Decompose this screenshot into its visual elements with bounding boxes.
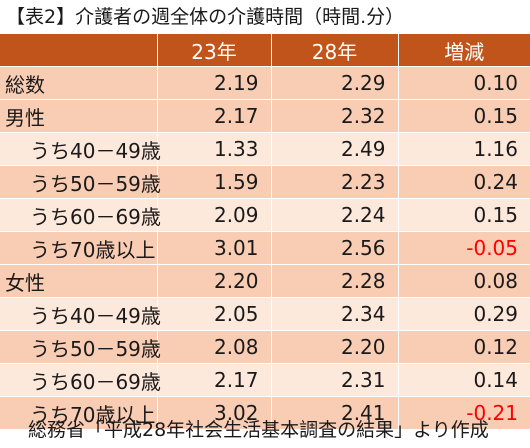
cell-2016: 2.34 <box>271 297 399 331</box>
cell-change-negative: -0.05 <box>398 231 530 265</box>
cell-change: 0.15 <box>398 198 530 232</box>
cell-2016: 2.32 <box>271 99 399 133</box>
cell-2011: 2.08 <box>157 330 272 364</box>
cell-change: 1.16 <box>398 132 530 166</box>
cell-change: 0.24 <box>398 165 530 199</box>
table-row: うち70歳以上 3.01 2.56 -0.05 <box>0 231 530 265</box>
table-row: うち50－59歳 2.08 2.20 0.12 <box>0 330 530 364</box>
cell-2016: 2.20 <box>271 330 399 364</box>
header-cell-blank <box>0 34 158 67</box>
table-row: うち70歳以上 3.02 2.41 -0.21 <box>0 396 530 429</box>
table-row: うち60－69歳 2.09 2.24 0.15 <box>0 198 530 232</box>
cell-2011: 2.09 <box>157 198 272 232</box>
cell-2016: 2.56 <box>271 231 399 265</box>
row-label: うち50－59歳 <box>0 165 161 199</box>
table-row: 女性 2.20 2.28 0.08 <box>0 264 530 298</box>
source-note: 総務省「平成28年社会生活基本調査の結果」より作成 <box>28 419 489 441</box>
cell-change: 0.29 <box>398 297 530 331</box>
cell-2011: 2.05 <box>157 297 272 331</box>
cell-change: 0.08 <box>398 264 530 298</box>
table-row: 男性 2.17 2.32 0.15 <box>0 99 530 133</box>
header-row: 23年 28年 増減 <box>0 34 530 67</box>
row-label: うち60－69歳 <box>0 198 161 232</box>
table-row: うち50－59歳 1.59 2.23 0.24 <box>0 165 530 199</box>
cell-2016: 2.28 <box>271 264 399 298</box>
cell-change-negative: -0.21 <box>398 396 530 429</box>
cell-2011: 2.19 <box>157 66 272 100</box>
cell-2016: 2.31 <box>271 363 399 397</box>
cell-2011: 3.01 <box>157 231 272 265</box>
row-label: うち70歳以上 <box>0 396 158 429</box>
header-cell-change: 増減 <box>398 34 530 67</box>
row-label: うち70歳以上 <box>0 231 158 265</box>
row-label: うち40－49歳 <box>0 297 161 331</box>
cell-2011: 2.17 <box>157 99 272 133</box>
row-label: うち40－49歳 <box>0 132 161 166</box>
care-time-table: 23年 28年 増減 総数 2.19 2.29 0.10 男性 2.17 2.3… <box>0 34 530 429</box>
row-label: 男性 <box>0 99 158 133</box>
cell-2011: 3.02 <box>157 396 272 429</box>
cell-2016: 2.29 <box>271 66 399 100</box>
table-row: 総数 2.19 2.29 0.10 <box>0 66 530 100</box>
cell-2011: 2.20 <box>157 264 272 298</box>
table-row: うち40－49歳 1.33 2.49 1.16 <box>0 132 530 166</box>
cell-2016: 2.23 <box>271 165 399 199</box>
cell-2016: 2.41 <box>271 396 399 429</box>
cell-change: 0.12 <box>398 330 530 364</box>
cell-2016: 2.24 <box>271 198 399 232</box>
table-row: うち60－69歳 2.17 2.31 0.14 <box>0 363 530 397</box>
cell-2011: 1.59 <box>157 165 272 199</box>
row-label: うち60－69歳 <box>0 363 161 397</box>
table-title: 【表2】介護者の週全体の介護時間（時間.分） <box>6 6 405 28</box>
cell-change: 0.10 <box>398 66 530 100</box>
header-cell-2011: 23年 <box>157 34 272 67</box>
header-cell-2016: 28年 <box>271 34 399 67</box>
cell-change: 0.15 <box>398 99 530 133</box>
cell-2016: 2.49 <box>271 132 399 166</box>
cell-2011: 2.17 <box>157 363 272 397</box>
row-label: 総数 <box>0 66 158 100</box>
row-label: 女性 <box>0 264 158 298</box>
cell-change: 0.14 <box>398 363 530 397</box>
table-row: うち40－49歳 2.05 2.34 0.29 <box>0 297 530 331</box>
cell-2011: 1.33 <box>157 132 272 166</box>
row-label: うち50－59歳 <box>0 330 161 364</box>
